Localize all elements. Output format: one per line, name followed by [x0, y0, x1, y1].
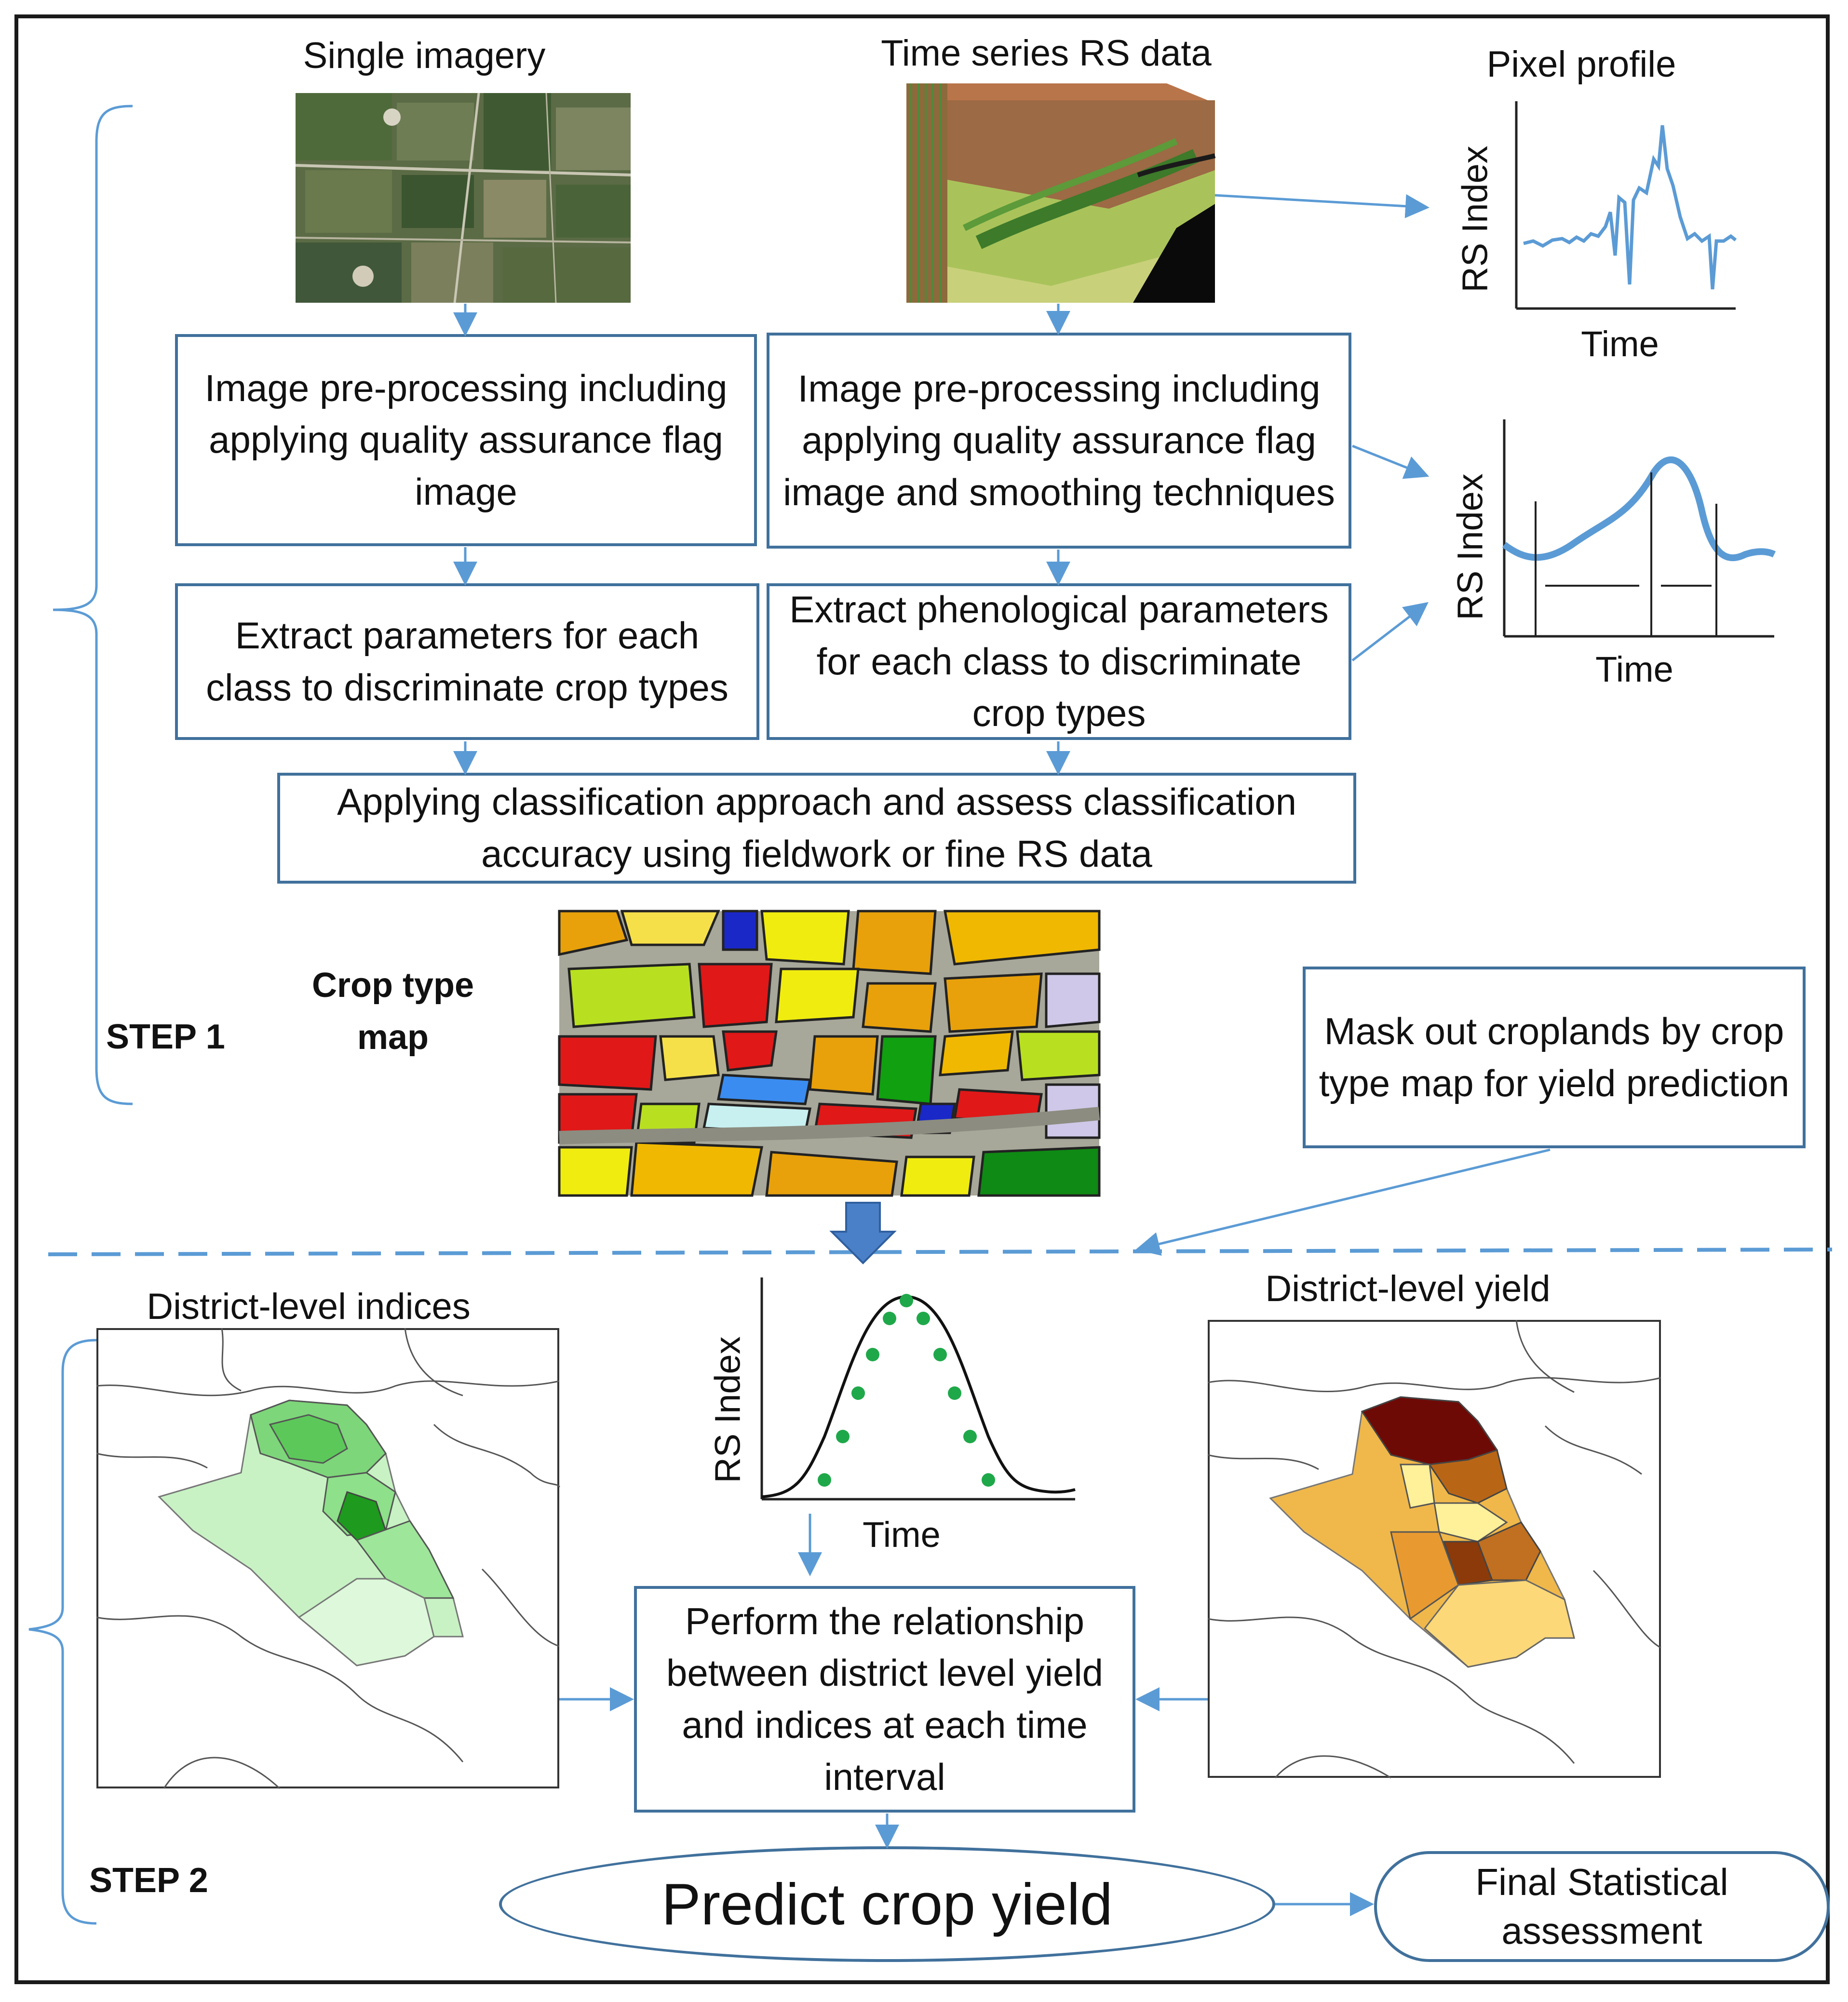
seasonal-curve-x-label: Time: [863, 1515, 941, 1555]
smoothed-profile-chart: [1502, 419, 1776, 638]
seasonal-curve: [761, 1295, 1076, 1498]
single-imagery-label: Single imagery: [303, 35, 546, 76]
district-indices-map: [96, 1328, 560, 1789]
smoothed-profile-x-label: Time: [1595, 649, 1673, 689]
preprocessing-box-right: Image pre-processing including applying …: [767, 333, 1351, 549]
pixel-profile-curve: [1523, 125, 1737, 290]
single-imagery-image: [295, 93, 631, 303]
predict-crop-yield-oval: Predict crop yield: [499, 1846, 1275, 1962]
time-series-label: Time series RS data: [881, 33, 1212, 74]
sample-points: [818, 1294, 995, 1487]
district-yield-label: District-level yield: [1265, 1268, 1551, 1309]
crop-type-map-image: [558, 910, 1101, 1197]
time-series-cube-image: [906, 83, 1216, 303]
step2-label: STEP 2: [89, 1861, 208, 1900]
relationship-box: Perform the relationship between distric…: [634, 1586, 1135, 1813]
seasonal-curve-chart: [760, 1277, 1076, 1501]
step1-brace: [53, 105, 133, 1105]
pixel-profile-chart: [1515, 101, 1737, 310]
pixel-profile-label: Pixel profile: [1486, 44, 1676, 85]
step1-label: STEP 1: [106, 1018, 225, 1056]
step2-brace: [28, 1339, 97, 1925]
mask-croplands-box: Mask out croplands by crop type map for …: [1303, 967, 1806, 1148]
final-assessment-oval: Final Statistical assessment: [1374, 1851, 1830, 1962]
pixel-profile-x-label: Time: [1581, 324, 1659, 364]
extract-parameters-box-left: Extract parameters for each class to dis…: [175, 583, 759, 740]
crop-type-map-label: Crop type map: [311, 966, 474, 1057]
classification-box: Applying classification approach and ass…: [277, 773, 1356, 884]
preprocessing-box-left: Image pre-processing including applying …: [175, 334, 757, 546]
step-separator: [48, 1248, 1833, 1256]
district-indices-label: District-level indices: [147, 1286, 471, 1327]
diagram-frame: [14, 14, 1830, 1984]
smoothed-profile-curve: [1502, 456, 1776, 562]
district-yield-map: [1207, 1319, 1661, 1779]
extract-phenology-box-right: Extract phenological parameters for each…: [767, 583, 1351, 740]
down-block-arrow: [829, 1202, 897, 1264]
